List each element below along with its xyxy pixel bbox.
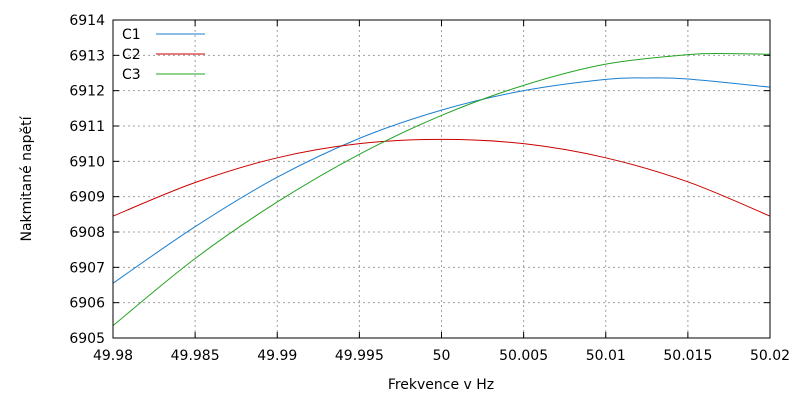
x-tick-label: 50.02 xyxy=(750,348,790,364)
x-tick-label: 50.005 xyxy=(499,348,548,364)
y-tick-label: 6912 xyxy=(69,84,105,100)
legend-label-c3: C3 xyxy=(122,67,141,83)
series-line-c1 xyxy=(112,77,771,284)
y-tick-label: 6913 xyxy=(69,48,105,64)
y-tick-label: 6909 xyxy=(69,190,105,206)
series-line-c3 xyxy=(112,52,771,327)
legend: C1 C2 C3 xyxy=(122,27,205,83)
grid-lines xyxy=(113,20,770,338)
x-tick-label: 50 xyxy=(433,348,451,364)
y-tick-label: 6914 xyxy=(69,13,105,29)
legend-label-c2: C2 xyxy=(122,47,141,63)
x-axis-label: Frekvence v Hz xyxy=(388,377,494,393)
y-tick-label: 6911 xyxy=(69,119,105,135)
y-tick-label: 6905 xyxy=(69,331,105,347)
legend-label-c1: C1 xyxy=(122,27,141,43)
x-tick-label: 49.98 xyxy=(93,348,133,364)
y-tick-label: 6906 xyxy=(69,296,105,312)
y-axis-label: Nakmitané napětí xyxy=(19,115,35,241)
x-tick-label: 49.995 xyxy=(335,348,384,364)
x-tick-label: 50.015 xyxy=(663,348,712,364)
y-tick-label: 6910 xyxy=(69,154,105,170)
x-tick-label: 49.99 xyxy=(257,348,297,364)
axis-ticks xyxy=(112,19,771,339)
x-tick-label: 49.985 xyxy=(171,348,220,364)
x-tick-label: 50.01 xyxy=(586,348,626,364)
y-tick-label: 6908 xyxy=(69,225,105,241)
series-lines xyxy=(112,52,771,327)
y-tick-label: 6907 xyxy=(69,260,105,276)
series-line-c2 xyxy=(112,138,771,217)
tick-labels: 49.98 49.985 49.99 49.995 50 50.005 50.01 50.01… xyxy=(69,13,790,364)
